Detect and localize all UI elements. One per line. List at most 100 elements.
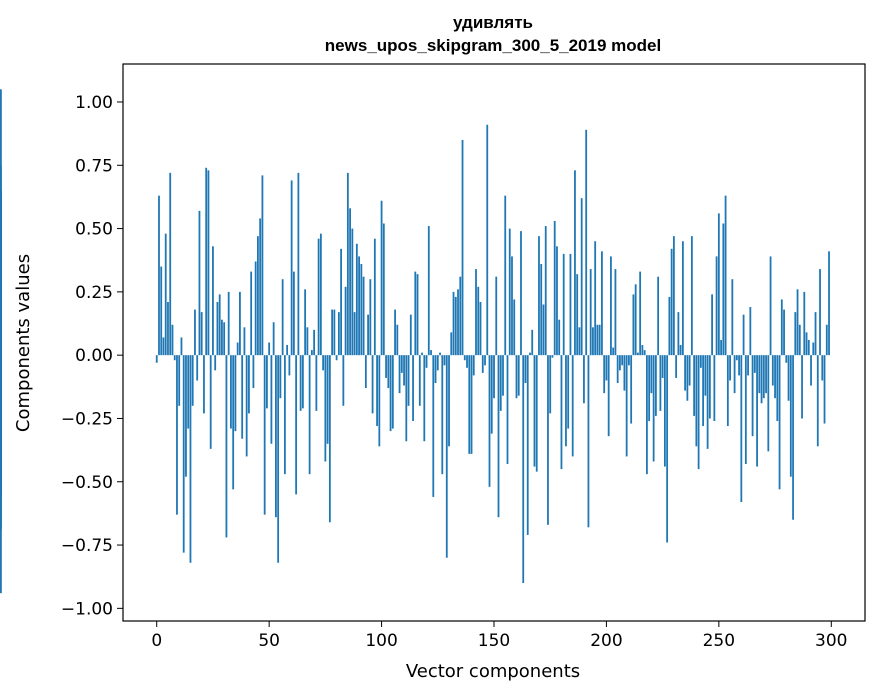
bar-component-69 bbox=[310, 350, 313, 356]
bar-component-288 bbox=[803, 291, 806, 356]
bar-component-257 bbox=[733, 355, 736, 394]
bar-component-43 bbox=[252, 355, 255, 389]
bar-component-77 bbox=[328, 355, 331, 523]
bar-component-104 bbox=[389, 355, 392, 432]
bar-component-149 bbox=[490, 355, 493, 434]
bar-component-106 bbox=[394, 309, 396, 356]
bar-component-32 bbox=[227, 291, 230, 356]
bar-component-240 bbox=[695, 355, 698, 447]
bar-component-299 bbox=[828, 251, 830, 356]
bar-component-138 bbox=[466, 355, 468, 368]
bar-component-54 bbox=[277, 355, 280, 563]
bar-component-253 bbox=[724, 195, 727, 356]
bar-component-64 bbox=[299, 355, 302, 411]
bar-component-208 bbox=[623, 355, 626, 391]
bar-component-148 bbox=[488, 355, 491, 487]
bar-component-81 bbox=[337, 312, 340, 356]
bar-component-72 bbox=[317, 238, 320, 356]
bar-component-210 bbox=[628, 355, 630, 366]
y-tick-label: 0.25 bbox=[75, 283, 113, 303]
bar-component-150 bbox=[493, 355, 495, 399]
bar-component-183 bbox=[567, 355, 570, 429]
bar-component-294 bbox=[816, 355, 819, 447]
x-tick-label: 200 bbox=[590, 631, 622, 651]
bar-component-139 bbox=[468, 355, 471, 454]
bar-component-23 bbox=[207, 170, 210, 356]
bar-component-214 bbox=[637, 352, 639, 356]
bar-component-243 bbox=[702, 355, 705, 427]
bar-component-39 bbox=[243, 327, 246, 356]
bar-component-45 bbox=[257, 236, 259, 356]
bar-component-26 bbox=[214, 355, 217, 371]
bar-component-96 bbox=[371, 355, 374, 414]
bar-component-185 bbox=[571, 355, 574, 457]
bar-component-56 bbox=[281, 279, 284, 356]
bar-component-90 bbox=[358, 256, 360, 356]
bar-component-62 bbox=[295, 355, 298, 495]
bar-component-265 bbox=[751, 355, 754, 437]
x-tick-label: 300 bbox=[815, 631, 847, 651]
bar-component-282 bbox=[789, 355, 792, 477]
bar-component-38 bbox=[241, 355, 244, 439]
bar-component-91 bbox=[360, 264, 363, 356]
bar-component-161 bbox=[517, 355, 520, 396]
bar-component-182 bbox=[565, 355, 567, 447]
bar-component-51 bbox=[270, 355, 273, 444]
bar-component-289 bbox=[805, 332, 808, 356]
bar-component-102 bbox=[385, 355, 387, 378]
bar-component-218 bbox=[646, 355, 648, 475]
x-tick-label: 100 bbox=[365, 631, 397, 651]
bar-component-67 bbox=[306, 327, 309, 356]
bar-component-44 bbox=[254, 261, 257, 356]
bar-component-181 bbox=[562, 253, 565, 356]
bar-component-238 bbox=[690, 236, 693, 356]
bar-component-35 bbox=[234, 355, 237, 432]
bar-component-267 bbox=[756, 355, 758, 467]
bar-component-94 bbox=[367, 314, 369, 356]
bar-component-88 bbox=[353, 312, 356, 356]
bar-component-68 bbox=[308, 355, 311, 475]
bar-component-65 bbox=[301, 355, 304, 409]
bar-component-231 bbox=[675, 355, 678, 378]
bar-component-70 bbox=[313, 329, 316, 356]
bar-component-8 bbox=[173, 355, 176, 361]
bar-component-271 bbox=[765, 355, 767, 394]
bar-component-249 bbox=[715, 256, 718, 356]
bar-component-239 bbox=[693, 355, 696, 416]
bar-component-256 bbox=[731, 279, 734, 356]
bar-component-undefined bbox=[0, 355, 2, 594]
bar-component-143 bbox=[477, 286, 480, 356]
bar-component-174 bbox=[547, 355, 549, 525]
bar-component-175 bbox=[549, 355, 552, 414]
bar-component-63 bbox=[297, 172, 300, 356]
bar-component-225 bbox=[661, 355, 664, 378]
bar-component-280 bbox=[785, 355, 788, 363]
bar-component-58 bbox=[286, 345, 289, 356]
bar-component-155 bbox=[504, 195, 507, 356]
bar-component-92 bbox=[362, 276, 365, 356]
bar-component-262 bbox=[744, 355, 747, 465]
x-axis: 0 50 100 150 200 250 300 bbox=[151, 621, 847, 651]
bar-component-103 bbox=[387, 355, 390, 389]
bar-component-226 bbox=[663, 355, 666, 467]
bar-component-230 bbox=[672, 236, 675, 356]
bar-component-261 bbox=[742, 314, 745, 356]
y-tick-label: 0.50 bbox=[75, 220, 113, 240]
bar-component-173 bbox=[544, 226, 547, 356]
bar-component-209 bbox=[625, 355, 628, 457]
bar-component-153 bbox=[499, 355, 502, 411]
bar-component-13 bbox=[185, 355, 187, 477]
bar-component-196 bbox=[596, 324, 599, 356]
bar-component-128 bbox=[443, 355, 446, 366]
bar-component-170 bbox=[538, 236, 540, 356]
bar-component-273 bbox=[769, 256, 772, 356]
bar-component-110 bbox=[403, 355, 405, 386]
bar-component-152 bbox=[497, 355, 500, 518]
bar-component-290 bbox=[807, 339, 810, 356]
bar-component-199 bbox=[603, 355, 606, 394]
bar-component-168 bbox=[533, 355, 536, 467]
bar-component-189 bbox=[580, 198, 583, 356]
bar-component-37 bbox=[239, 291, 241, 356]
bar-component-71 bbox=[315, 355, 318, 411]
